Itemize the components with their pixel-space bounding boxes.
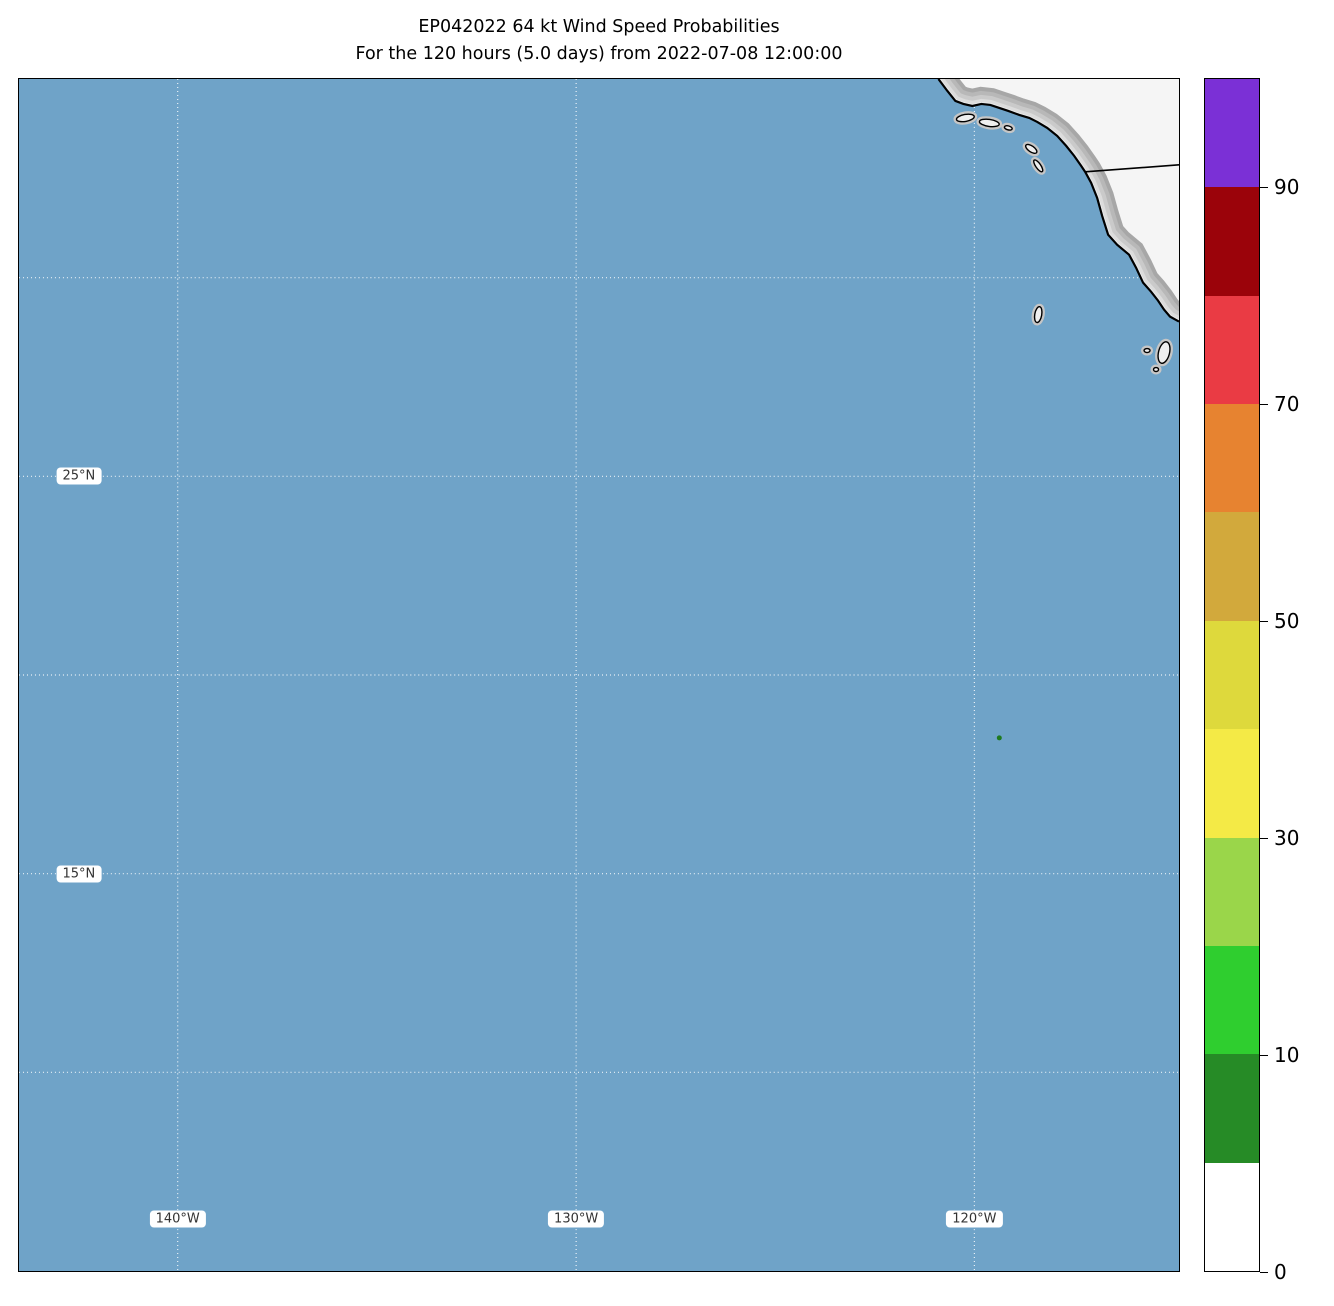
colorbar-tickmark (1260, 620, 1268, 622)
colorbar-segment (1205, 295, 1259, 405)
latitude-label: 15°N (56, 865, 102, 883)
colorbar-segment (1205, 620, 1259, 730)
chart-title-block: EP042022 64 kt Wind Speed Probabilities … (18, 14, 1180, 68)
colorbar-segment (1205, 512, 1259, 621)
colorbar-segment (1205, 1162, 1259, 1271)
colorbar-tick-label: 0 (1274, 1260, 1287, 1284)
island-guadalupe (1033, 306, 1043, 324)
probability-speck (996, 735, 1002, 741)
colorbar-segment (1205, 729, 1259, 838)
colorbar-tick-label: 30 (1274, 825, 1300, 850)
colorbar-tickmark (1260, 837, 1268, 839)
longitude-label: 140°W (149, 1210, 206, 1228)
colorbar-tick-label: 10 (1274, 1042, 1300, 1067)
coastline (937, 79, 1179, 323)
land-group (937, 79, 1179, 375)
island-san-clemente (1033, 159, 1044, 173)
island-santa-rosa (955, 113, 975, 123)
colorbar-segment (1205, 79, 1259, 188)
colorbar: 0 10 30 50 70 90 (1204, 78, 1299, 1282)
colorbar-segment (1205, 945, 1259, 1055)
colorbar-tick-label: 90 (1274, 174, 1300, 199)
map-canvas (19, 79, 1179, 1271)
map: 25°N 15°N 140°W 130°W 120°W (18, 78, 1180, 1272)
land-fill (938, 79, 1179, 322)
colorbar-tickmark (1260, 403, 1268, 405)
islands (953, 111, 1173, 375)
longitude-label: 130°W (548, 1210, 605, 1228)
chart-subtitle: For the 120 hours (5.0 days) from 2022-0… (355, 44, 843, 64)
colorbar-gradient (1204, 78, 1260, 1272)
graticule (19, 79, 1179, 1271)
island-catalina (1024, 143, 1038, 155)
longitude-label: 120°W (946, 1210, 1003, 1228)
island-natividad (1152, 366, 1160, 373)
island-santa-cruz (978, 118, 1000, 128)
colorbar-segment (1205, 404, 1259, 513)
island-san-benito (1143, 347, 1151, 354)
chart-title: EP042022 64 kt Wind Speed Probabilities (418, 17, 780, 37)
island-anacapa (1003, 125, 1013, 131)
colorbar-segment (1205, 187, 1259, 296)
colorbar-tickmark (1260, 186, 1268, 188)
colorbar-tick-label: 70 (1274, 391, 1300, 416)
latitude-label: 25°N (56, 467, 102, 485)
island-cedros (1157, 341, 1171, 364)
colorbar-segment (1205, 1054, 1259, 1163)
colorbar-tickmark (1260, 1272, 1268, 1273)
colorbar-tick-label: 50 (1274, 608, 1300, 633)
colorbar-segment (1205, 837, 1259, 946)
us-mexico-border-line (1085, 164, 1179, 173)
colorbar-tickmark (1260, 1054, 1268, 1056)
